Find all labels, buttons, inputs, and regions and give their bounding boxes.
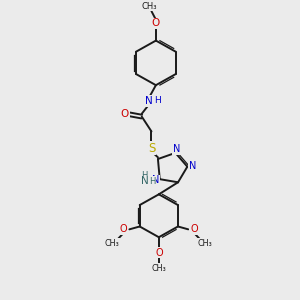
Text: N: N (189, 161, 196, 171)
Text: O: O (190, 224, 198, 234)
Text: CH₃: CH₃ (152, 264, 166, 273)
Text: N: N (145, 96, 153, 106)
Text: S: S (148, 142, 155, 154)
Text: CH₃: CH₃ (198, 239, 213, 248)
Text: O: O (121, 109, 129, 119)
Text: N: N (152, 175, 159, 185)
Text: CH₃: CH₃ (142, 2, 157, 11)
Text: N: N (173, 144, 180, 154)
Text: H: H (154, 96, 161, 105)
Text: H: H (149, 177, 155, 186)
Text: O: O (152, 18, 160, 28)
Text: O: O (120, 224, 127, 234)
Text: O: O (155, 248, 163, 258)
Text: H: H (141, 171, 148, 180)
Text: CH₃: CH₃ (105, 239, 120, 248)
Text: N: N (141, 176, 148, 186)
